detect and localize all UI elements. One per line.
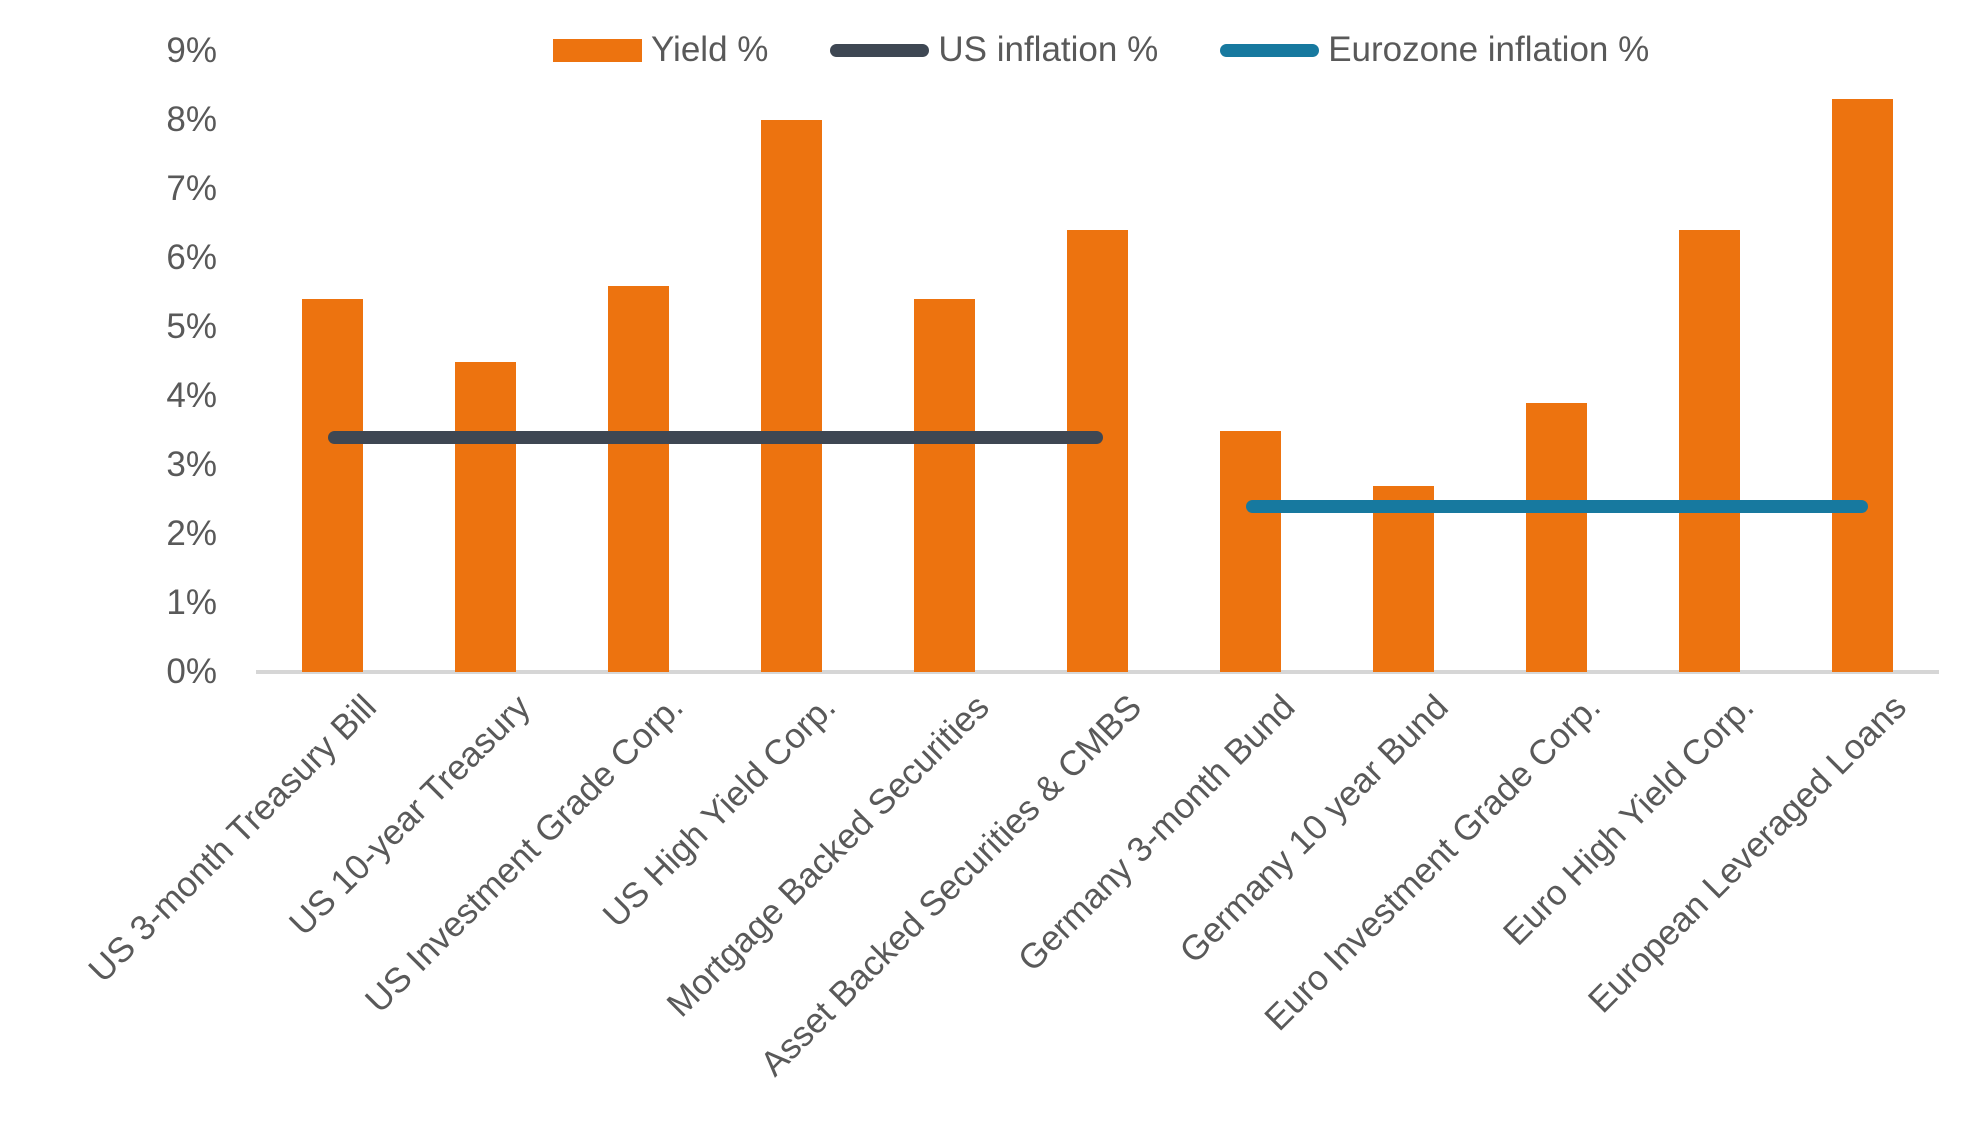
yield-bar xyxy=(302,299,363,672)
legend-label-yield: Yield % xyxy=(651,30,769,69)
y-axis-tick-label: 8% xyxy=(166,100,217,139)
y-axis-tick-label: 7% xyxy=(166,169,217,208)
yield-bar xyxy=(1220,430,1281,672)
yield-bar-swatch-icon xyxy=(553,38,642,62)
y-axis-tick-label: 3% xyxy=(166,445,217,484)
x-axis-category-label: US 3-month Treasury Bill xyxy=(81,687,385,990)
x-axis-category-label: Germany 3-month Bund xyxy=(1010,687,1303,979)
yield-bar xyxy=(1679,230,1740,672)
yield-bar xyxy=(1526,402,1587,672)
y-axis-tick-label: 0% xyxy=(166,652,217,691)
y-axis-tick-label: 9% xyxy=(166,31,217,70)
y-axis-tick-label: 2% xyxy=(166,514,217,553)
us-inflation-line-swatch-icon xyxy=(830,43,930,57)
y-axis-tick-label: 6% xyxy=(166,238,217,277)
legend-label-eurozone-inflation: Eurozone inflation % xyxy=(1328,30,1650,69)
y-axis-tick-label: 1% xyxy=(166,583,217,622)
x-axis-category-label: Euro Investment Grade Corp. xyxy=(1257,687,1609,1039)
yield-bar xyxy=(761,120,822,672)
yield-bar xyxy=(1832,99,1893,672)
y-axis-tick-label: 4% xyxy=(166,376,217,415)
yield-bar xyxy=(914,299,975,672)
legend-item-yield: Yield % xyxy=(553,30,768,70)
eurozone-inflation-line-swatch-icon xyxy=(1220,43,1320,57)
us-inflation--line xyxy=(327,430,1103,444)
yield-bar xyxy=(455,361,516,672)
chart-legend: Yield % US inflation % Eurozone inflatio… xyxy=(553,30,1649,70)
legend-item-us-inflation: US inflation % xyxy=(830,30,1158,70)
x-axis-line xyxy=(256,670,1939,674)
x-axis-category-label: European Leveraged Loans xyxy=(1581,687,1915,1021)
x-axis-category-label: Euro High Yield Corp. xyxy=(1495,687,1762,953)
eurozone-inflation--line xyxy=(1245,499,1868,513)
legend-item-eurozone-inflation: Eurozone inflation % xyxy=(1220,30,1649,70)
x-axis-category-label: Mortgage Backed Securities xyxy=(659,687,997,1025)
y-axis-tick-label: 5% xyxy=(166,307,217,346)
x-axis-category-label: US Investment Grade Corp. xyxy=(357,687,691,1021)
yield-bar xyxy=(1373,485,1434,672)
legend-label-us-inflation: US inflation % xyxy=(938,30,1159,69)
x-axis-category-label: Germany 10 year Bund xyxy=(1171,687,1456,971)
yield-bar xyxy=(608,285,669,672)
yield-bar xyxy=(1067,230,1128,672)
